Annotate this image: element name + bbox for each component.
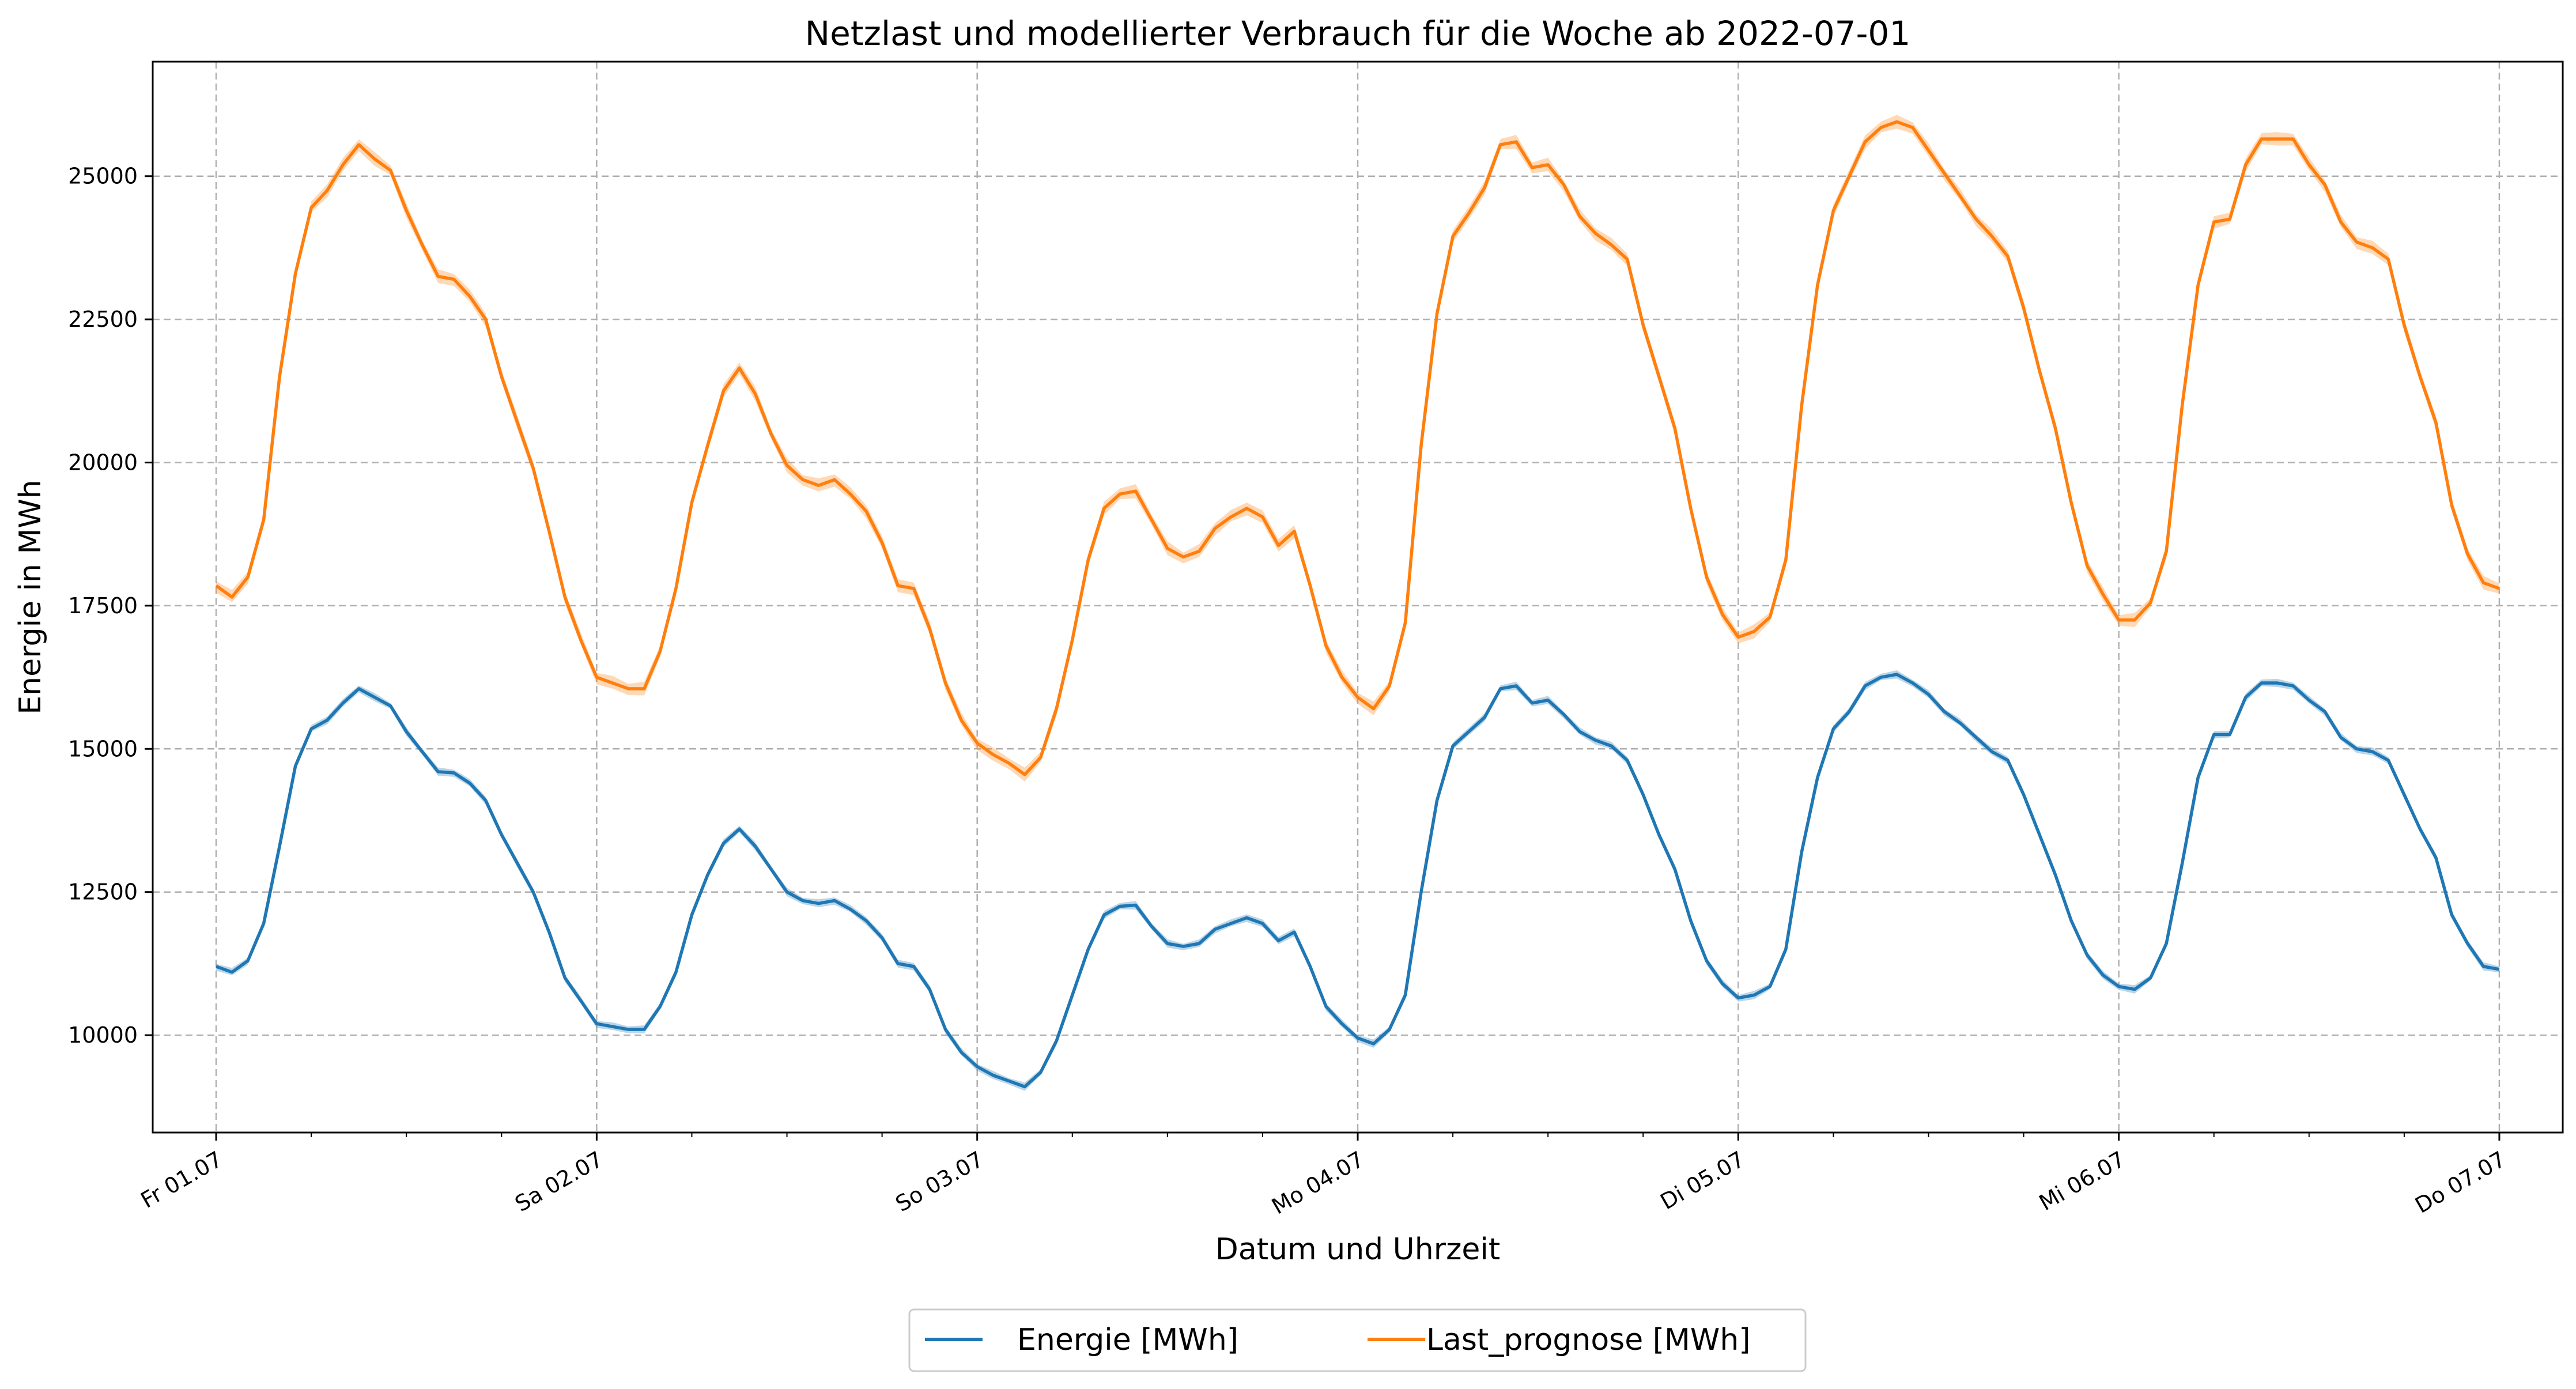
x-tick-label: Mo 04.07	[1267, 1146, 1368, 1220]
y-tick-label: 10000	[68, 1022, 138, 1048]
y-tick-label: 15000	[68, 736, 138, 761]
legend-box	[908, 1308, 1807, 1372]
legend: Energie [MWh] Last_prognose [MWh]	[908, 1308, 1807, 1372]
series-line-1	[215, 120, 2500, 776]
y-axis-label: Energie in MWh	[13, 480, 48, 714]
legend-label-energie: Energie [MWh]	[1017, 1323, 1238, 1357]
y-tick-label: 12500	[68, 880, 138, 905]
chart-title: Netzlast und modellierter Verbrauch für …	[805, 14, 1910, 53]
legend-label-last-prognose: Last_prognose [MWh]	[1426, 1323, 1751, 1357]
y-tick-label: 22500	[68, 307, 138, 332]
y-axis-ticks: 10000 12500 15000 17500 20000 22500 25000	[68, 164, 153, 1048]
series-line-0	[216, 673, 2500, 1089]
x-tick-label: Mi 06.07	[2035, 1146, 2129, 1216]
x-axis-label: Datum und Uhrzeit	[1215, 1232, 1500, 1267]
y-tick-label: 17500	[68, 593, 138, 618]
x-tick-label: Fr 01.07	[137, 1146, 227, 1213]
x-axis-ticks: Fr 01.07 Sa 02.07 So 03.07 Mo 04.07 Di 05.07…	[137, 1133, 2510, 1219]
x-tick-label: Sa 02.07	[511, 1146, 607, 1217]
y-tick-label: 25000	[68, 164, 138, 189]
x-tick-label: So 03.07	[891, 1146, 988, 1217]
x-tick-label: Do 07.07	[2411, 1146, 2510, 1218]
y-tick-label: 20000	[68, 450, 138, 475]
x-tick-label: Di 05.07	[1656, 1146, 1749, 1214]
grid-lines	[153, 62, 2563, 1133]
series-lines	[215, 120, 2500, 1089]
